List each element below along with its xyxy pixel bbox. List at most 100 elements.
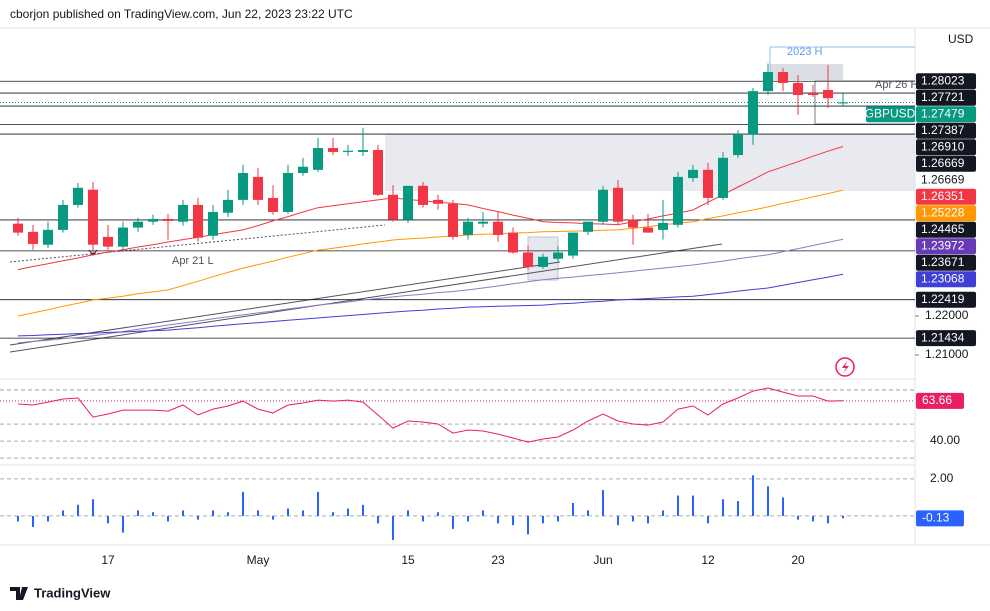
price-label-bg <box>916 73 976 90</box>
histogram-bar <box>482 510 484 516</box>
x-tick-label: 17 <box>101 553 115 567</box>
candle-body <box>208 211 218 236</box>
trend-line <box>9 224 386 263</box>
candle-body <box>133 221 143 228</box>
price-label: 1.25228 <box>921 205 965 219</box>
candle-body <box>778 72 788 83</box>
price-label-bg <box>916 155 976 172</box>
x-tick-label: 23 <box>491 553 505 567</box>
histogram-bar <box>347 508 349 516</box>
candle-body <box>373 149 383 195</box>
histogram-bar <box>437 512 439 516</box>
y-tick-label: 1.22000 <box>925 308 969 322</box>
candle-body <box>718 157 728 198</box>
candle-body <box>358 149 368 152</box>
histogram-bar <box>182 510 184 516</box>
histogram-bar <box>467 515 469 522</box>
candle-body <box>463 221 473 235</box>
candle-body <box>808 93 818 96</box>
candle-body <box>88 189 98 245</box>
price-label-bg <box>916 89 976 106</box>
histogram-bar <box>302 510 304 516</box>
symbol-label-bg <box>866 106 915 123</box>
y-tick-label: 2.00 <box>930 471 954 485</box>
value-label-bg <box>916 510 964 527</box>
candle-body <box>658 222 668 230</box>
moving-average <box>17 273 844 337</box>
footer: TradingView <box>34 585 111 600</box>
candle-body <box>733 134 743 156</box>
candle-body <box>103 236 113 247</box>
candle-body <box>688 169 698 179</box>
price-label: 1.27479 <box>921 106 965 120</box>
histogram-bar <box>557 515 559 522</box>
moving-average <box>17 238 844 344</box>
price-label: 1.27387 <box>921 123 965 137</box>
histogram-bar <box>512 515 514 526</box>
event-icon[interactable] <box>835 357 855 377</box>
price-label-bg <box>916 330 976 347</box>
histogram-bar <box>47 515 49 522</box>
histogram-bar <box>392 515 394 540</box>
candle-body <box>268 197 278 212</box>
histogram-bar <box>317 491 319 516</box>
candle-body <box>118 227 128 247</box>
candle-body <box>793 82 803 96</box>
price-label-bg <box>916 271 976 288</box>
histogram-bar <box>842 515 844 519</box>
histogram-bar <box>377 515 379 524</box>
annotation: Apr 21 L <box>172 255 214 267</box>
candle-body <box>628 219 638 228</box>
candle-body <box>253 176 263 200</box>
candle-body <box>553 252 563 259</box>
y-tick-label: 40.00 <box>930 433 960 447</box>
histogram-bar <box>422 515 424 522</box>
x-tick-label: Jun <box>593 553 612 567</box>
candle-body <box>28 231 38 244</box>
histogram-bar <box>527 515 529 535</box>
candle-body <box>508 232 518 253</box>
price-label-bg <box>916 205 976 222</box>
price-label-bg <box>916 254 976 271</box>
candle-body <box>178 204 188 222</box>
histogram-bar <box>32 515 34 528</box>
candle-body <box>763 72 773 92</box>
candle-body <box>163 218 173 221</box>
price-label-bg <box>916 291 976 308</box>
price-label-bg <box>916 106 976 123</box>
range-zone <box>770 64 843 80</box>
candle-body <box>673 176 683 225</box>
candle-body <box>703 169 713 198</box>
candle-body <box>193 204 203 238</box>
histogram-bar <box>212 510 214 516</box>
histogram-bar <box>752 475 754 516</box>
annotation: Apr 26 H <box>875 79 918 91</box>
candle-body <box>493 221 503 235</box>
price-label: 1.21434 <box>921 330 965 344</box>
histogram-bar <box>122 515 124 533</box>
histogram-bar <box>17 515 19 522</box>
histogram-bar <box>452 515 454 529</box>
histogram-bar <box>242 491 244 516</box>
histogram-bar <box>797 515 799 520</box>
histogram-bar <box>197 515 199 520</box>
price-label: 1.26669 <box>921 156 965 170</box>
histogram-bar <box>287 508 289 516</box>
price-label: 1.23068 <box>921 271 965 285</box>
histogram-bar <box>107 515 109 524</box>
candle-body <box>448 203 458 237</box>
histogram-bar <box>77 504 79 516</box>
histogram-bar <box>722 499 724 516</box>
symbol-label: GBPUSD <box>865 106 916 120</box>
event-icon <box>842 361 849 373</box>
header: cborjon published on TradingView.com, Ju… <box>10 7 353 21</box>
value-label-bg <box>916 392 964 409</box>
candle-body <box>313 148 323 170</box>
value-label: -0.13 <box>922 511 950 525</box>
candle-body <box>598 189 608 222</box>
price-label-bg <box>916 188 976 205</box>
x-tick-label: 15 <box>401 553 415 567</box>
histogram-bar <box>332 512 334 516</box>
histogram-bar <box>707 515 709 524</box>
